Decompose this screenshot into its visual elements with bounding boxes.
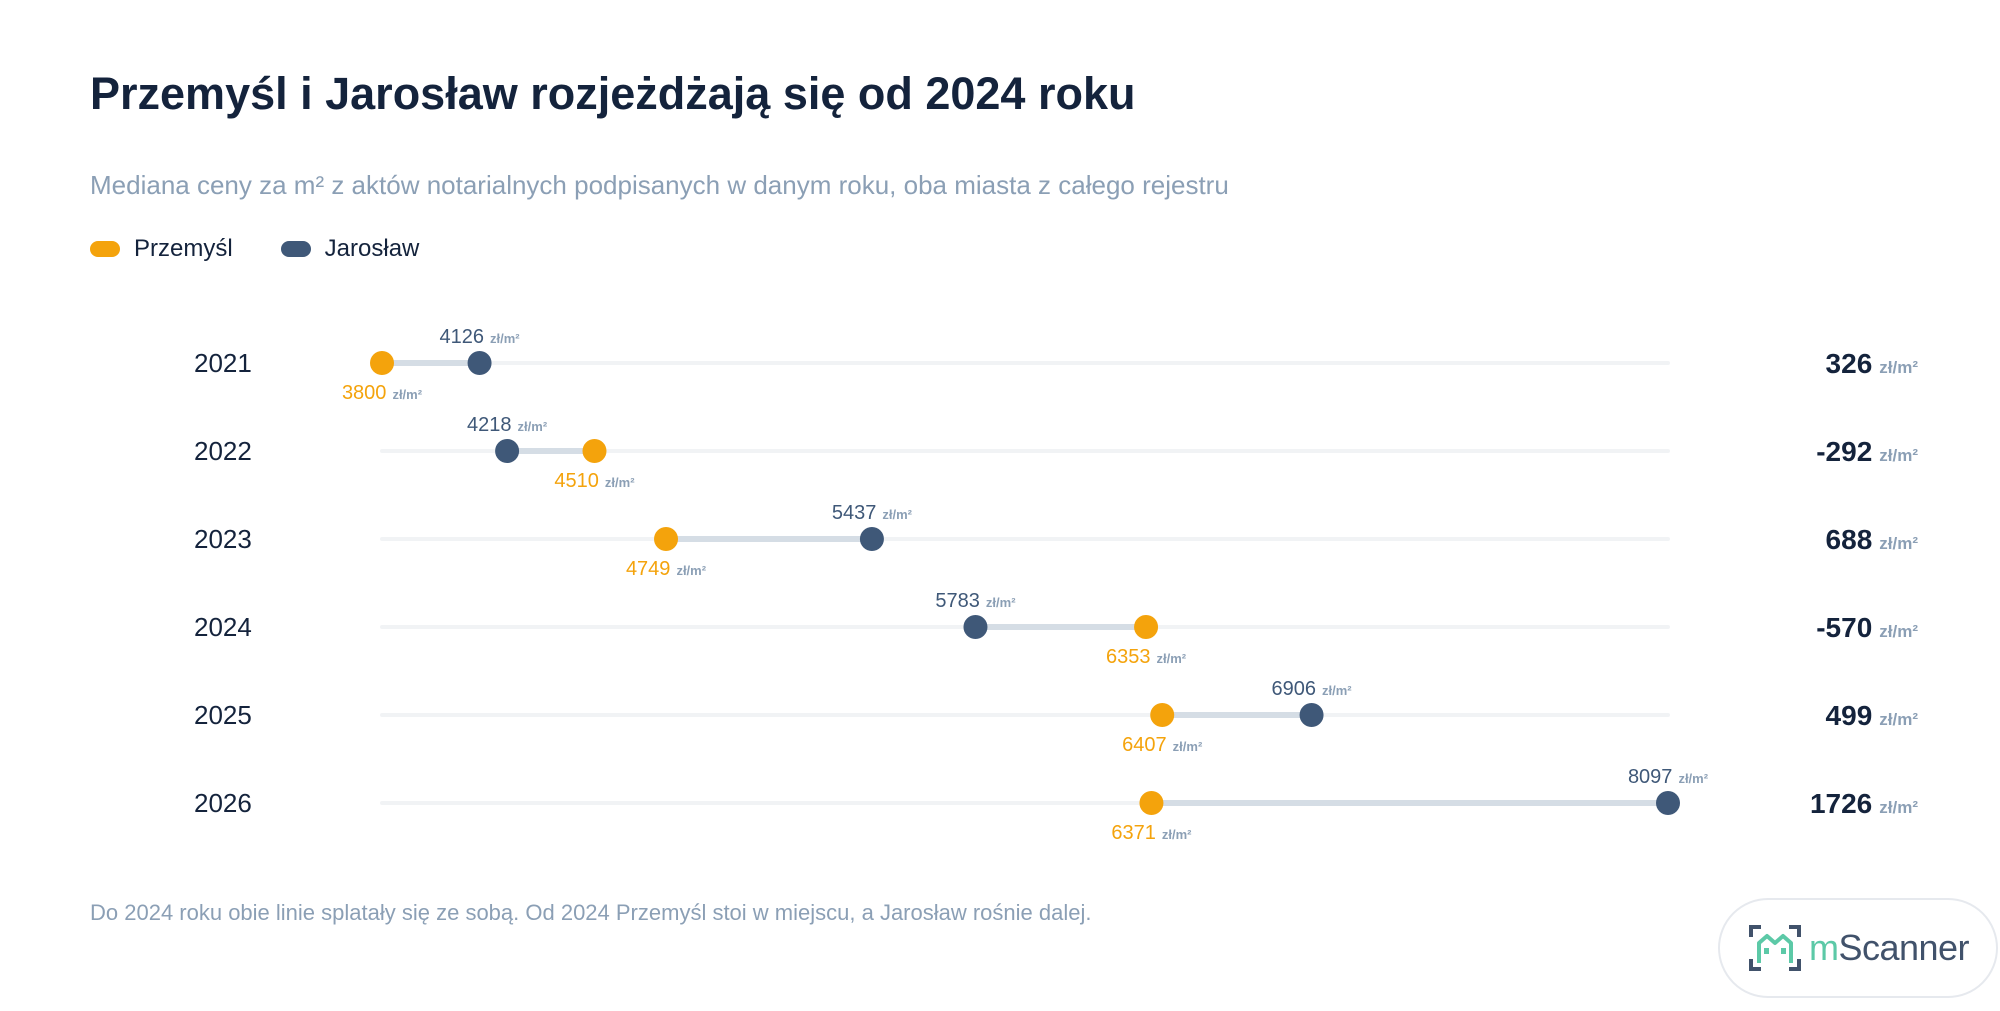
legend-item-jaroslaw: Jarosław (280, 235, 420, 263)
legend-item-przemysl: Przemyśl (90, 235, 233, 263)
point-jaroslaw-2021 (467, 351, 492, 375)
label-jaroslaw-2026: 8097 zł/m² (1628, 766, 1709, 788)
chart-title: Przemyśl i Jarosław rozjeżdżają się od 2… (90, 68, 1136, 119)
legend-swatch-jaroslaw (280, 241, 311, 257)
dumbbell-chart: 2021 4126 zł/m² 3800 zł/m² 326 zł/m² 2022 4218 zł… (194, 326, 1919, 844)
year-label-2026: 2026 (194, 788, 252, 818)
label-przemysl-2024: 6353 zł/m² (1106, 646, 1187, 668)
label-jaroslaw-2023: 5437 zł/m² (832, 502, 913, 524)
mscanner-logo: mScanner (1718, 898, 1998, 998)
label-jaroslaw-2021: 4126 zł/m² (440, 326, 521, 348)
footnote: Do 2024 roku obie linie splatały się ze … (90, 900, 1092, 925)
difference-label-2022: -292 zł/m² (1816, 436, 1918, 467)
mscanner-logo-icon (1748, 925, 1801, 971)
label-przemysl-2026: 6371 zł/m² (1111, 822, 1192, 844)
point-jaroslaw-2024 (963, 615, 988, 639)
label-jaroslaw-2022: 4218 zł/m² (467, 414, 548, 436)
point-przemysl-2026 (1139, 791, 1164, 815)
difference-label-2023: 688 zł/m² (1826, 524, 1919, 555)
point-jaroslaw-2022 (495, 439, 520, 463)
legend: Przemyśl Jarosław (90, 235, 467, 263)
point-przemysl-2024 (1134, 615, 1159, 639)
difference-label-2025: 499 zł/m² (1826, 700, 1919, 731)
point-przemysl-2022 (582, 439, 607, 463)
legend-label-przemysl: Przemyśl (134, 235, 233, 262)
point-przemysl-2023 (654, 527, 679, 551)
point-przemysl-2025 (1150, 703, 1175, 727)
point-jaroslaw-2025 (1299, 703, 1324, 727)
year-label-2024: 2024 (194, 612, 252, 642)
difference-label-2024: -570 zł/m² (1816, 612, 1918, 643)
label-jaroslaw-2025: 6906 zł/m² (1271, 678, 1352, 700)
legend-label-jaroslaw: Jarosław (324, 235, 420, 262)
point-jaroslaw-2023 (859, 527, 884, 551)
label-przemysl-2023: 4749 zł/m² (626, 558, 707, 580)
difference-label-2026: 1726 zł/m² (1810, 788, 1918, 819)
label-przemysl-2021: 3800 zł/m² (342, 382, 423, 404)
mscanner-logo-prefix: m (1808, 927, 1839, 968)
year-label-2025: 2025 (194, 700, 252, 730)
year-label-2023: 2023 (194, 524, 252, 554)
label-jaroslaw-2024: 5783 zł/m² (935, 590, 1016, 612)
label-przemysl-2022: 4510 zł/m² (554, 470, 635, 492)
legend-swatch-przemysl (90, 241, 120, 257)
chart-subtitle: Mediana ceny za m² z aktów notarialnych … (90, 170, 1229, 200)
year-label-2021: 2021 (194, 348, 252, 378)
point-jaroslaw-2026 (1656, 791, 1680, 815)
label-przemysl-2025: 6407 zł/m² (1122, 734, 1203, 756)
year-label-2022: 2022 (194, 436, 252, 466)
point-przemysl-2021 (370, 351, 394, 375)
mscanner-logo-name: Scanner (1838, 927, 1970, 968)
mscanner-logo-text: mScanner (1808, 927, 1970, 969)
difference-label-2021: 326 zł/m² (1826, 348, 1919, 379)
